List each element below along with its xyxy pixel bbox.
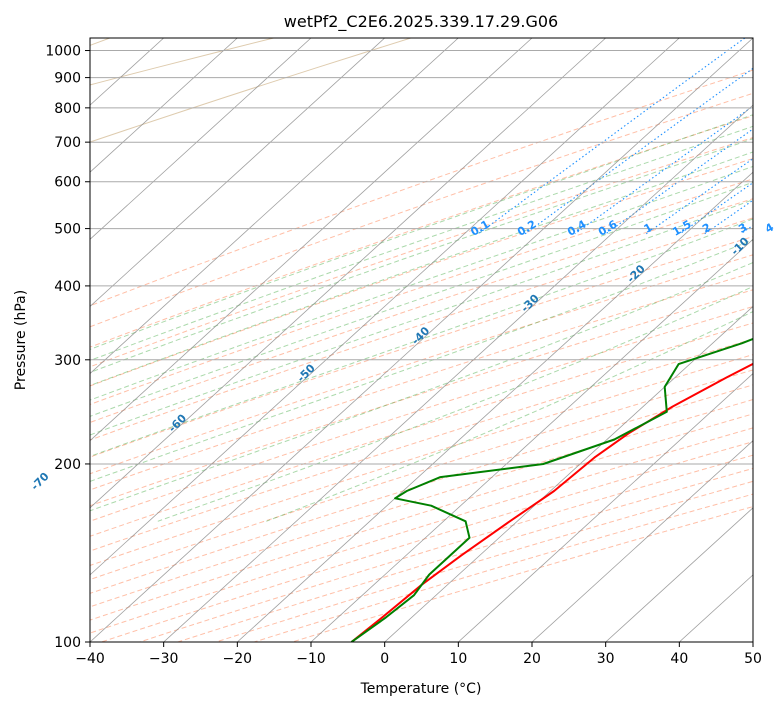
x-tick-label: 0 [380,651,389,667]
dry-adiabat-line [90,217,753,441]
isotherm-line [384,305,753,642]
y-tick-label: 100 [54,635,81,651]
isotherm-line [458,372,753,642]
moist-adiabat-line [266,311,753,522]
moist-adiabat-line [90,138,753,374]
moist-adiabat-line [90,165,753,401]
y-axis-label: Pressure (hPa) [13,290,29,390]
x-tick-label: −20 [223,651,253,667]
isotherm-line [531,440,753,642]
y-tick-label: 800 [54,101,81,117]
dry-adiabat-line [90,178,753,406]
chart-title: wetPf2_C2E6.2025.339.17.29.G06 [284,12,558,32]
y-tick-label: 1000 [45,44,81,60]
isotherm-line [90,38,312,240]
series-layer [350,337,753,642]
y-tick-label: 600 [54,175,81,191]
temperature-line [350,362,753,642]
dry-adiabat-line [90,354,753,566]
isotherm-line [90,38,533,442]
dry-adiabat-line [139,454,753,642]
dry-adiabat-line [90,136,753,368]
grid-layer [90,38,753,642]
dry-adiabat-line [177,467,753,642]
isotherm-line [90,38,238,173]
moist-adiabat-line [90,125,753,362]
y-tick-label: 300 [54,353,81,369]
x-axis-label: Temperature (°C) [360,681,482,697]
x-tick-label: −10 [296,651,326,667]
mixing-ratio-line [645,157,753,235]
moist-adiabat-line [90,199,753,436]
isotherm-line [605,507,753,642]
guide-curve [90,38,411,143]
dry-adiabat-line [90,413,753,621]
isotherm-line [237,171,753,642]
mixing-ratio-line [704,199,753,235]
isotherm-line [90,38,753,642]
plot-frame [89,37,754,643]
isotherm-line [90,38,606,509]
y-tick-label: 200 [54,457,81,473]
dry-adiabat-line [90,427,753,634]
dry-adiabat-line [101,441,753,642]
x-tick-label: 50 [744,651,762,667]
x-tick-label: 20 [523,651,541,667]
moist-adiabat-line [90,239,753,482]
x-tick-label: −30 [149,651,179,667]
x-tick-label: 40 [670,651,688,667]
dry-adiabat-line [90,271,753,491]
y-tick-label: 500 [54,222,81,238]
isotherm-line [90,38,680,576]
dry-adiabat-line [90,254,753,475]
y-tick-label: 700 [54,135,81,151]
dewpoint-line [350,337,753,642]
moist-adiabat-line [90,261,753,512]
moist-adiabat-line [90,151,753,387]
y-tick-label: 400 [54,279,81,295]
isotherm-line [310,238,753,642]
mixing-ratio-line [574,105,753,235]
axes-layer: −40 −30 −20 −10 0 10 20 30 40 50 100 200 300 400 500 60… [45,44,762,667]
isotherm-line [90,38,385,308]
moist-adiabat-line [90,218,753,457]
x-tick-label: −40 [75,651,105,667]
moist-adiabat-line [90,114,753,350]
y-tick-label: 900 [54,71,81,87]
x-tick-label: 30 [597,651,615,667]
x-tick-label: 10 [449,651,467,667]
dry-adiabat-line [90,236,753,458]
moist-adiabat-line [157,286,753,522]
isotherm-line [90,38,459,375]
moist-adiabat-line [90,181,753,417]
isotherm-line [163,104,753,642]
